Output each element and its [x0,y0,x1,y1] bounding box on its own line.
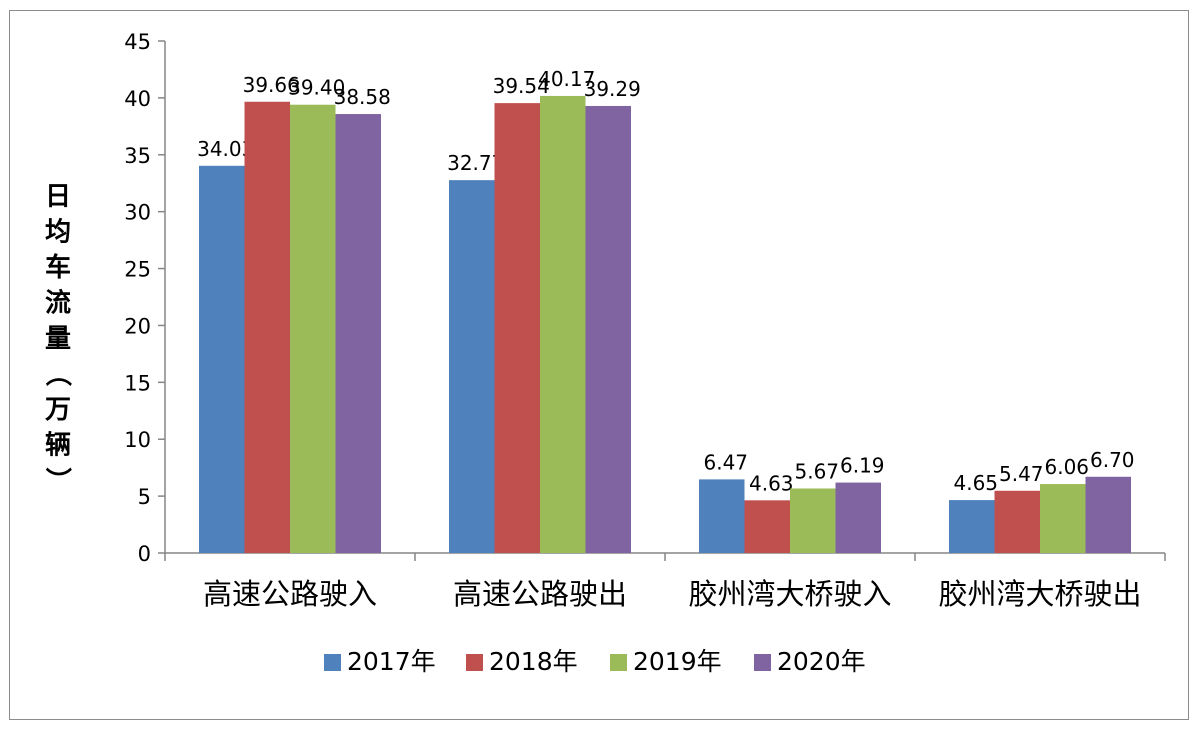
data-label: 6.47 [703,450,748,474]
y-tick-label: 5 [138,485,151,509]
bar [835,482,881,553]
y-tick-label: 40 [124,87,151,111]
legend-swatch [466,654,483,671]
legend-swatch [610,654,627,671]
data-label: 39.29 [584,77,641,101]
y-axis-title-char: 日 [45,182,71,212]
y-axis-title-char: 万 [45,395,71,425]
bar [699,479,745,553]
bar [449,180,495,554]
y-tick-label: 30 [124,201,151,225]
x-category-label: 高速公路驶出 [453,577,627,611]
y-tick-label: 35 [124,144,151,168]
data-label: 39.40 [288,76,345,100]
legend-label: 2018年 [489,647,578,676]
y-tick-label: 10 [124,428,151,452]
y-axis-title-char: ） [42,467,72,493]
data-label: 40.17 [538,67,595,91]
y-tick-label: 20 [124,314,151,338]
bar [994,490,1040,553]
data-label: 39.54 [493,74,550,98]
bar [1085,476,1131,553]
y-axis-title-char: 流 [45,289,71,319]
y-axis-title-char: 均 [45,218,71,248]
data-label: 4.65 [953,471,998,495]
data-label: 6.06 [1044,455,1089,479]
y-axis-title-char: 辆 [45,431,71,461]
y-tick-label: 15 [124,371,151,395]
y-axis-title-char: 量 [45,324,71,354]
x-category-label: 高速公路驶入 [203,577,377,611]
bar [790,488,836,553]
bar [540,95,586,554]
legend-label: 2020年 [777,647,866,676]
data-label: 4.63 [749,471,794,495]
data-label: 39.66 [243,73,300,97]
data-label: 6.70 [1090,448,1135,472]
bar [1040,484,1086,553]
legend-label: 2017年 [347,647,436,676]
x-category-label: 胶州湾大桥驶入 [688,577,891,611]
x-category-label: 胶州湾大桥驶出 [938,577,1141,611]
y-tick-label: 25 [124,258,151,282]
bar [244,101,290,554]
y-axis-title-char: 车 [45,252,71,283]
data-label: 5.67 [794,459,839,483]
bar [585,105,631,554]
y-tick-label: 0 [138,542,151,566]
y-axis-title-char: （ [42,360,72,386]
bar [494,103,540,553]
y-tick-label: 45 [124,30,151,54]
bar [335,114,381,553]
legend-label: 2019年 [633,647,722,676]
data-label: 5.47 [999,462,1044,486]
bar [199,165,245,554]
bar [744,500,790,553]
bar [290,104,336,554]
data-label: 6.19 [840,454,885,478]
data-label: 38.58 [334,85,391,109]
legend-swatch [754,654,771,671]
legend-swatch [324,654,341,671]
bar [949,500,995,553]
